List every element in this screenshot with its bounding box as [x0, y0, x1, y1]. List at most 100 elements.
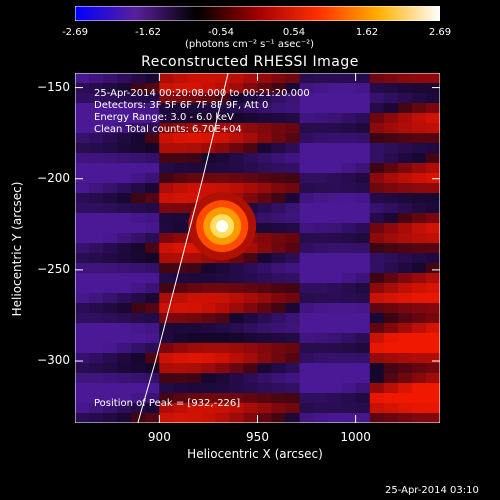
heatmap-cell	[313, 353, 329, 364]
heatmap-cell	[159, 383, 174, 394]
heatmap-cell	[173, 273, 188, 284]
heatmap-cell	[397, 93, 413, 104]
heatmap-cell	[117, 143, 132, 154]
heatmap-cell	[103, 243, 118, 254]
heatmap-cell	[327, 233, 343, 244]
heatmap-cell	[327, 93, 343, 104]
heatmap-cell	[131, 143, 146, 154]
heatmap-cell	[355, 373, 371, 384]
heatmap-cell	[215, 353, 231, 364]
heatmap-cell	[313, 93, 329, 104]
heatmap-cell	[299, 343, 315, 354]
heatmap-cell	[257, 73, 273, 84]
heatmap-cell	[327, 243, 343, 254]
heatmap-cell	[173, 343, 188, 354]
heatmap-cell	[271, 103, 287, 114]
heatmap-cell	[383, 183, 399, 194]
heatmap-cell	[271, 193, 287, 204]
heatmap-cell	[215, 273, 231, 284]
heatmap-cell	[229, 113, 245, 124]
heatmap-cell	[383, 303, 399, 314]
heatmap-cell	[299, 113, 315, 124]
x-tick-label: 900	[147, 430, 171, 444]
heatmap-cell	[383, 403, 399, 414]
heatmap-cell	[271, 243, 287, 254]
heatmap-cell	[145, 253, 160, 264]
heatmap-cell	[173, 353, 188, 364]
heatmap-cell	[229, 313, 245, 324]
heatmap-cell	[187, 383, 202, 394]
heatmap-cell	[145, 303, 160, 314]
image-plot	[75, 73, 440, 423]
heatmap-cell	[257, 133, 273, 144]
heatmap-cell	[299, 73, 315, 84]
heatmap-cell	[341, 373, 357, 384]
heatmap-cell	[131, 333, 146, 344]
heatmap-cell	[327, 353, 343, 364]
heatmap-cell	[299, 293, 315, 304]
heatmap-cell	[341, 183, 357, 194]
heatmap-cell	[285, 383, 301, 394]
heatmap-cell	[215, 363, 231, 374]
heatmap-cell	[355, 413, 371, 423]
heatmap-cell	[131, 213, 146, 224]
heatmap-cell	[299, 203, 315, 214]
heatmap-cell	[117, 73, 132, 84]
heatmap-cell	[229, 173, 245, 184]
heatmap-cell	[131, 103, 146, 114]
heatmap-cell	[229, 183, 245, 194]
heatmap-cell	[117, 233, 132, 244]
heatmap-cell	[383, 113, 399, 124]
heatmap-cell	[229, 123, 245, 134]
heatmap-cell	[341, 73, 357, 84]
heatmap-cell	[159, 413, 174, 423]
heatmap-cell	[215, 263, 231, 274]
heatmap-cell	[355, 253, 371, 264]
heatmap-cell	[75, 223, 90, 234]
heatmap-cell	[313, 243, 329, 254]
heatmap-cell	[173, 313, 188, 324]
heatmap-cell	[257, 363, 273, 374]
heatmap-cell	[425, 303, 440, 314]
heatmap-cell	[117, 273, 132, 284]
heatmap-cell	[131, 343, 146, 354]
heatmap-cell	[215, 123, 231, 134]
heatmap-cell	[383, 383, 399, 394]
heatmap-cell	[313, 313, 329, 324]
heatmap-cell	[313, 73, 329, 84]
heatmap-cell	[159, 233, 174, 244]
heatmap-cell	[131, 413, 146, 423]
heatmap-cell	[313, 173, 329, 184]
heatmap-cell	[257, 373, 273, 384]
heatmap-cell	[299, 233, 315, 244]
heatmap-cell	[285, 153, 301, 164]
heatmap-cell	[299, 83, 315, 94]
heatmap-cell	[103, 213, 118, 224]
heatmap-cell	[201, 183, 216, 194]
heatmap-cell	[383, 353, 399, 364]
heatmap-cell	[89, 133, 104, 144]
heatmap-cell	[411, 133, 427, 144]
heatmap-cell	[425, 403, 440, 414]
heatmap-cell	[173, 303, 188, 314]
heatmap-cell	[103, 303, 118, 314]
heatmap-cell	[89, 323, 104, 334]
heatmap-cell	[299, 213, 315, 224]
heatmap-cell	[411, 363, 427, 374]
heatmap-cell	[243, 303, 259, 314]
heatmap-cell	[173, 193, 188, 204]
heatmap-cell	[257, 413, 273, 423]
heatmap-cell	[397, 333, 413, 344]
heatmap-cell	[271, 113, 287, 124]
heatmap-cell	[103, 333, 118, 344]
heatmap-cell	[285, 313, 301, 324]
heatmap-cell	[327, 183, 343, 194]
heatmap-cell	[411, 263, 427, 274]
heatmap-cell	[131, 163, 146, 174]
heatmap-cell	[117, 393, 132, 404]
heatmap-cell	[257, 123, 273, 134]
heatmap-cell	[369, 213, 385, 224]
heatmap-cell	[131, 203, 146, 214]
heatmap-cell	[355, 173, 371, 184]
heatmap-cell	[229, 383, 245, 394]
